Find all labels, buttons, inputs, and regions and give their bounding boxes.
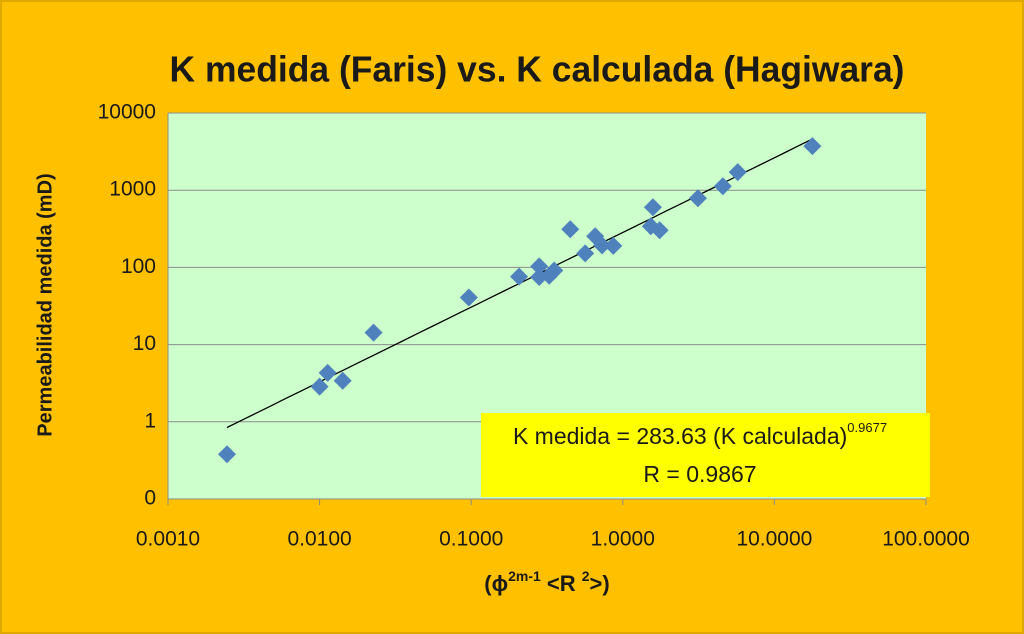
x-tick-label: 100.0000	[882, 528, 970, 551]
annotation-text: R = 0.9867	[643, 461, 756, 487]
point	[545, 261, 564, 280]
x-tick-label: 0.1000	[439, 528, 503, 551]
point	[688, 189, 707, 208]
point	[713, 177, 732, 196]
annotation-sup: 0.9677	[847, 420, 887, 435]
point	[217, 445, 236, 464]
y-tick-label: 1000	[109, 178, 156, 201]
y-axis-label: Permeabilidad medida (mD)	[34, 173, 56, 436]
point	[561, 220, 580, 239]
x-tick-label: 10.0000	[736, 528, 812, 551]
point	[318, 363, 337, 382]
x-label-part: <R	[541, 571, 582, 596]
x-label-sup: 2m-1	[508, 568, 541, 584]
point	[530, 257, 549, 276]
point	[510, 267, 529, 286]
annotation: K medida = 283.63 (K calculada)0.9677 R …	[481, 413, 930, 497]
point	[593, 236, 612, 255]
point	[459, 288, 478, 307]
point	[643, 198, 662, 217]
y-tick-label: 0	[144, 487, 156, 510]
point	[333, 371, 352, 390]
chart-title: K medida (Faris) vs. K calculada (Hagiwa…	[170, 49, 905, 90]
x-tick-label: 0.0010	[136, 528, 200, 551]
x-tick-label: 1.0000	[591, 528, 655, 551]
point	[604, 236, 623, 255]
annotation-line: K medida = 283.63 (K calculada)	[513, 423, 847, 449]
point	[364, 323, 383, 342]
x-axis-label: (ϕ2m-1 <R 2>)	[484, 568, 609, 596]
annotation-box	[481, 413, 930, 497]
x-tick-label: 0.0100	[287, 528, 351, 551]
y-tick-label: 10	[133, 332, 156, 355]
annotation-text: K medida = 283.63 (K calculada)0.9677	[513, 420, 887, 449]
point	[803, 137, 822, 156]
point	[310, 377, 329, 396]
point	[650, 221, 669, 240]
x-label-sup: 2	[582, 568, 590, 584]
y-tick-label: 1	[144, 409, 156, 432]
y-tick-label: 10000	[98, 101, 156, 124]
x-label-part: (ϕ	[484, 571, 508, 596]
point	[576, 244, 595, 263]
point	[728, 163, 747, 182]
y-tick-label: 100	[121, 255, 156, 278]
x-label-part: >)	[590, 571, 610, 596]
